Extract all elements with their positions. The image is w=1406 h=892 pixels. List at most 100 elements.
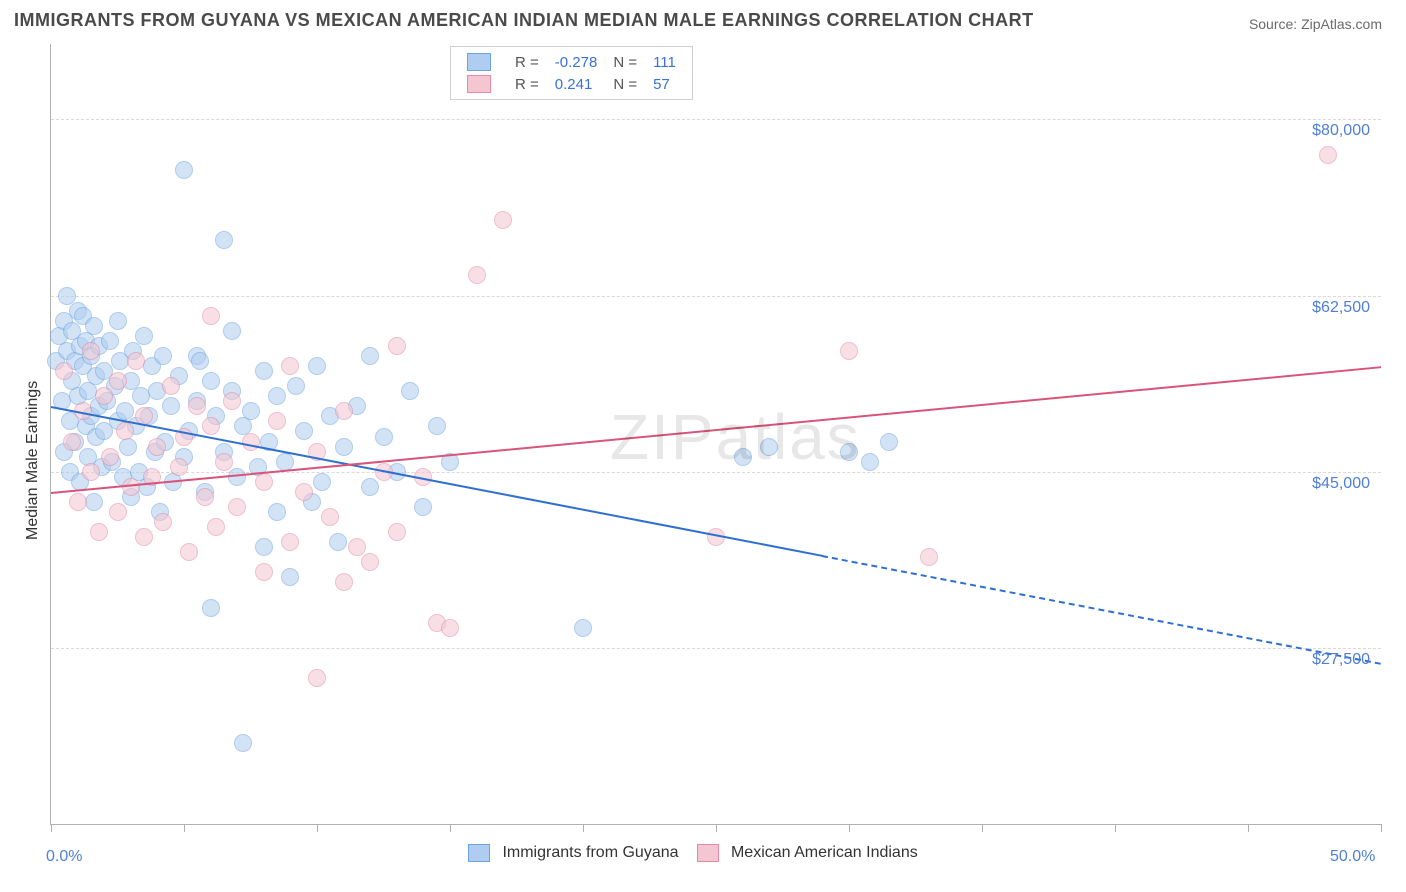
x-max-label: 50.0% [1330, 848, 1375, 866]
scatter-point-guyana [401, 382, 419, 400]
scatter-point-mexican_ai [196, 488, 214, 506]
scatter-point-guyana [861, 453, 879, 471]
scatter-point-mexican_ai [82, 342, 100, 360]
scatter-point-guyana [202, 599, 220, 617]
x-tick [982, 824, 983, 832]
scatter-point-guyana [760, 438, 778, 456]
scatter-point-mexican_ai [109, 503, 127, 521]
scatter-point-guyana [162, 397, 180, 415]
x-tick [1381, 824, 1382, 832]
scatter-point-guyana [361, 478, 379, 496]
x-tick [583, 824, 584, 832]
scatter-point-mexican_ai [202, 307, 220, 325]
scatter-point-guyana [255, 538, 273, 556]
scatter-point-mexican_ai [388, 523, 406, 541]
scatter-point-guyana [287, 377, 305, 395]
scatter-point-mexican_ai [441, 619, 459, 637]
scatter-point-mexican_ai [255, 563, 273, 581]
gridline [51, 648, 1381, 649]
scatter-point-mexican_ai [281, 357, 299, 375]
scatter-point-mexican_ai [335, 573, 353, 591]
x-tick [849, 824, 850, 832]
scatter-point-mexican_ai [170, 458, 188, 476]
y-tick-label: $62,500 [1290, 299, 1370, 317]
scatter-point-guyana [85, 493, 103, 511]
scatter-point-guyana [234, 734, 252, 752]
scatter-point-guyana [574, 619, 592, 637]
scatter-point-mexican_ai [90, 523, 108, 541]
scatter-point-guyana [255, 362, 273, 380]
x-tick [51, 824, 52, 832]
scatter-point-guyana [101, 332, 119, 350]
y-axis-label: Median Male Earnings [24, 381, 42, 540]
y-tick-label: $27,500 [1290, 651, 1370, 669]
scatter-point-guyana [428, 417, 446, 435]
scatter-point-mexican_ai [494, 211, 512, 229]
scatter-point-mexican_ai [268, 412, 286, 430]
scatter-point-mexican_ai [207, 518, 225, 536]
scatter-point-mexican_ai [321, 508, 339, 526]
scatter-point-guyana [313, 473, 331, 491]
chart-title: IMMIGRANTS FROM GUYANA VS MEXICAN AMERIC… [14, 10, 1034, 31]
scatter-point-guyana [335, 438, 353, 456]
scatter-point-mexican_ai [95, 387, 113, 405]
y-tick-label: $45,000 [1290, 475, 1370, 493]
legend-swatch-mexican_ai [467, 75, 491, 93]
scatter-point-guyana [242, 402, 260, 420]
scatter-point-mexican_ai [228, 498, 246, 516]
scatter-plot-area [50, 44, 1381, 825]
scatter-point-guyana [268, 387, 286, 405]
scatter-point-mexican_ai [162, 377, 180, 395]
scatter-point-mexican_ai [63, 433, 81, 451]
scatter-point-mexican_ai [180, 543, 198, 561]
scatter-point-mexican_ai [188, 397, 206, 415]
legend-swatch-mexican_ai [697, 844, 719, 862]
scatter-point-mexican_ai [135, 528, 153, 546]
scatter-point-mexican_ai [148, 438, 166, 456]
scatter-point-guyana [840, 443, 858, 461]
scatter-point-mexican_ai [840, 342, 858, 360]
scatter-point-mexican_ai [109, 372, 127, 390]
scatter-point-mexican_ai [116, 422, 134, 440]
scatter-point-guyana [414, 498, 432, 516]
scatter-point-mexican_ai [69, 493, 87, 511]
scatter-point-mexican_ai [1319, 146, 1337, 164]
scatter-point-mexican_ai [295, 483, 313, 501]
scatter-point-guyana [361, 347, 379, 365]
scatter-point-guyana [329, 533, 347, 551]
y-tick-label: $80,000 [1290, 122, 1370, 140]
legend-label-guyana: Immigrants from Guyana [502, 844, 678, 861]
x-min-label: 0.0% [46, 848, 82, 866]
scatter-point-guyana [281, 568, 299, 586]
scatter-point-mexican_ai [335, 402, 353, 420]
scatter-point-guyana [202, 372, 220, 390]
scatter-point-mexican_ai [920, 548, 938, 566]
scatter-point-mexican_ai [308, 669, 326, 687]
legend-swatch-guyana [467, 53, 491, 71]
legend-swatch-guyana [468, 844, 490, 862]
scatter-point-guyana [308, 357, 326, 375]
scatter-point-mexican_ai [361, 553, 379, 571]
scatter-point-guyana [734, 448, 752, 466]
scatter-point-mexican_ai [281, 533, 299, 551]
scatter-point-guyana [109, 312, 127, 330]
scatter-point-guyana [375, 428, 393, 446]
scatter-point-mexican_ai [348, 538, 366, 556]
scatter-point-guyana [175, 161, 193, 179]
scatter-point-guyana [191, 352, 209, 370]
scatter-point-guyana [223, 322, 241, 340]
scatter-point-mexican_ai [101, 448, 119, 466]
scatter-point-guyana [135, 327, 153, 345]
x-tick [317, 824, 318, 832]
scatter-point-guyana [276, 453, 294, 471]
x-tick [184, 824, 185, 832]
scatter-point-mexican_ai [55, 362, 73, 380]
scatter-point-guyana [215, 231, 233, 249]
x-tick [450, 824, 451, 832]
scatter-point-mexican_ai [468, 266, 486, 284]
scatter-point-mexican_ai [255, 473, 273, 491]
scatter-point-guyana [880, 433, 898, 451]
scatter-point-mexican_ai [215, 453, 233, 471]
scatter-point-mexican_ai [388, 337, 406, 355]
x-tick [716, 824, 717, 832]
